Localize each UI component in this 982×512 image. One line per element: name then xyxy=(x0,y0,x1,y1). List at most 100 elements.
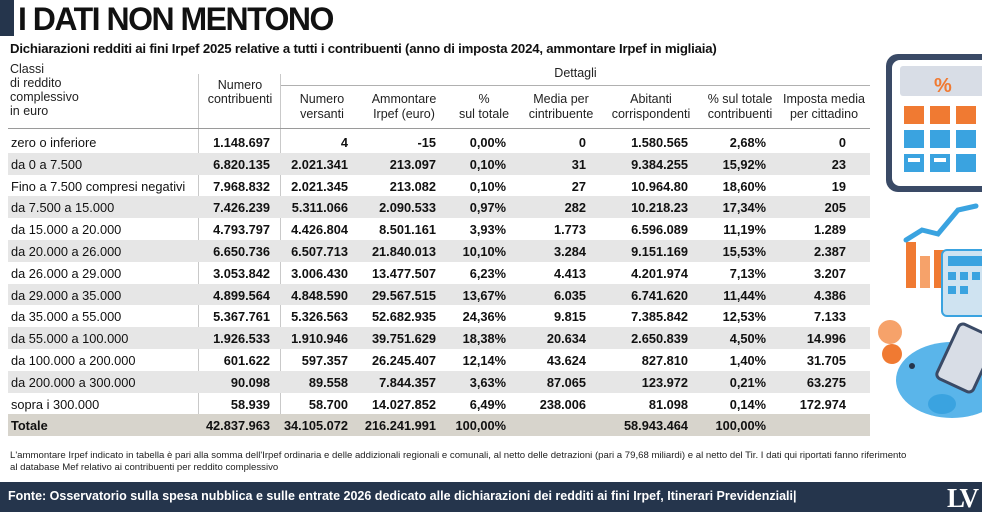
table-cell: 15,92% xyxy=(722,156,766,172)
table-cell: 4 xyxy=(340,135,348,150)
table-cell: 2.021.345 xyxy=(291,178,348,194)
table-cell: 5.311.066 xyxy=(291,200,348,216)
table-cell: 13,67% xyxy=(462,287,506,303)
table-cell: 31.705 xyxy=(806,352,846,368)
table-cell: 3.006.430 xyxy=(291,265,348,281)
table-cell: 6,49% xyxy=(469,396,506,412)
table-cell: 34.105.072 xyxy=(283,418,348,434)
income-class-label: da 0 a 7.500 xyxy=(11,156,83,172)
table-cell: 0 xyxy=(578,135,586,150)
table-cell: 0 xyxy=(838,135,846,150)
table-cell: 26.245.407 xyxy=(371,352,436,368)
table-cell: 14.027.852 xyxy=(371,396,436,412)
table-cell: 3,93% xyxy=(469,222,506,238)
subheader-numero-versanti: Numero versanti xyxy=(299,92,345,121)
page-title: I DATI NON MENTONO xyxy=(18,1,334,37)
table-cell: 8.501.161 xyxy=(379,222,436,238)
income-class-label: da 29.000 a 35.000 xyxy=(11,287,122,303)
table-cell: 0,10% xyxy=(469,156,506,172)
header-divider xyxy=(280,85,870,86)
table-cell: 597.357 xyxy=(301,352,348,368)
income-class-label: da 15.000 a 20.000 xyxy=(11,222,122,238)
table-cell: 1,40% xyxy=(729,352,766,368)
table-cell: 7.968.832 xyxy=(213,178,270,194)
table-cell: 2,68% xyxy=(729,135,766,150)
table-cell: 4.426.804 xyxy=(291,222,348,238)
table-row: da 20.000 a 26.000 6.650.736 6.507.713 21.8… xyxy=(8,239,870,262)
table-cell: 2.021.341 xyxy=(291,156,348,172)
table-cell: 24,36% xyxy=(462,309,506,325)
table-cell: 15,53% xyxy=(722,243,766,259)
header-dettagli: Dettagli xyxy=(554,66,597,80)
table-cell: 0,97% xyxy=(469,200,506,216)
table-cell: 13.477.507 xyxy=(371,265,436,281)
table-cell: 4.201.974 xyxy=(631,265,688,281)
table-cell: 18,60% xyxy=(722,178,766,194)
table-cell: 2.650.839 xyxy=(631,331,688,347)
table-row: da 100.000 a 200.000 601.622 597.357 26.245… xyxy=(8,349,870,371)
subheader-abitanti: Abitanti corrispondenti xyxy=(611,92,691,121)
table-cell: 52.682.935 xyxy=(371,309,436,325)
table-row: da 35.000 a 55.000 5.367.761 5.326.563 52.6… xyxy=(8,305,870,327)
percent-icon: % xyxy=(934,75,952,97)
table-row: da 200.000 a 300.000 90.098 89.558 7.844.35… xyxy=(8,370,870,393)
table-cell: 172.974 xyxy=(799,396,846,412)
table-cell: 4,50% xyxy=(729,331,766,347)
table-cell: 6.820.135 xyxy=(213,156,270,172)
table-cell: 10.218.23 xyxy=(631,200,688,216)
table-cell: 7.844.357 xyxy=(379,374,436,390)
table-cell: 1.773 xyxy=(553,222,586,238)
table-cell: 123.972 xyxy=(641,374,688,390)
table-cell: 11,44% xyxy=(723,287,766,303)
table-cell: 213.097 xyxy=(389,156,436,172)
table-cell: 1.910.946 xyxy=(291,331,348,347)
table-cell: 4.386 xyxy=(813,287,846,303)
table-cell: 89.558 xyxy=(308,374,348,390)
footnote: L'ammontare Irpef indicato in tabella è … xyxy=(10,450,907,473)
table-cell: 6.596.089 xyxy=(631,222,688,238)
table-cell: 205 xyxy=(824,200,846,216)
table-cell: 0,21% xyxy=(729,374,766,390)
income-class-label: da 100.000 a 200.000 xyxy=(11,352,136,368)
table-cell: 14.996 xyxy=(806,331,846,347)
table-cell: -15 xyxy=(417,135,437,150)
header-bottom-rule xyxy=(8,128,870,129)
table-cell: 9.384.255 xyxy=(631,156,688,172)
table-cell: 216.241.991 xyxy=(364,418,436,434)
table-cell: 20.634 xyxy=(546,331,586,347)
piggy-bank-icon xyxy=(878,320,982,418)
table-cell: 43.624 xyxy=(546,352,586,368)
page-subtitle: Dichiarazioni redditi ai fini Irpef 2025… xyxy=(10,41,717,56)
table-cell: 7.385.842 xyxy=(631,309,688,325)
income-class-label: da 7.500 a 15.000 xyxy=(11,200,115,216)
table-cell: 58.939 xyxy=(230,396,270,412)
publisher-logo: LV xyxy=(946,483,979,512)
income-class-label: Totale xyxy=(11,418,48,434)
income-class-label: da 20.000 a 26.000 xyxy=(11,243,122,259)
source-text: Fonte: Osservatorio sulla spesa nubblica… xyxy=(8,489,797,503)
table-cell: 9.151.169 xyxy=(631,243,688,259)
header-classi: Classi di reddito complessivo in euro xyxy=(10,62,79,118)
growth-chart-icon xyxy=(903,203,982,317)
finance-illustration: % xyxy=(872,50,982,470)
table-cell: 18,38% xyxy=(462,331,506,347)
table-cell: 0,14% xyxy=(729,396,766,412)
table-cell: 6.650.736 xyxy=(213,243,270,259)
table-cell: 3.053.842 xyxy=(213,265,270,281)
table-cell: 27 xyxy=(571,178,586,194)
income-class-label: zero o inferiore xyxy=(11,135,97,150)
table-cell: 10,10% xyxy=(462,243,506,259)
table-cell: 11,19% xyxy=(723,222,766,238)
table-cell: 63.275 xyxy=(806,374,846,390)
table-cell: 3.284 xyxy=(553,243,586,259)
header-numero-contribuenti: Numero contribuenti xyxy=(207,78,273,106)
table-cell: 7,13% xyxy=(729,265,766,281)
table-cell: 0,10% xyxy=(469,178,506,194)
subheader-ammontare: Ammontare Irpef (euro) xyxy=(371,92,437,121)
table-cell: 31 xyxy=(571,156,586,172)
table-cell: 4.413 xyxy=(553,265,586,281)
footer-bar: Fonte: Osservatorio sulla spesa nubblica… xyxy=(0,482,982,512)
table-cell: 39.751.629 xyxy=(371,331,436,347)
table-cell: 12,53% xyxy=(722,309,766,325)
table-cell: 100,00% xyxy=(455,418,506,434)
